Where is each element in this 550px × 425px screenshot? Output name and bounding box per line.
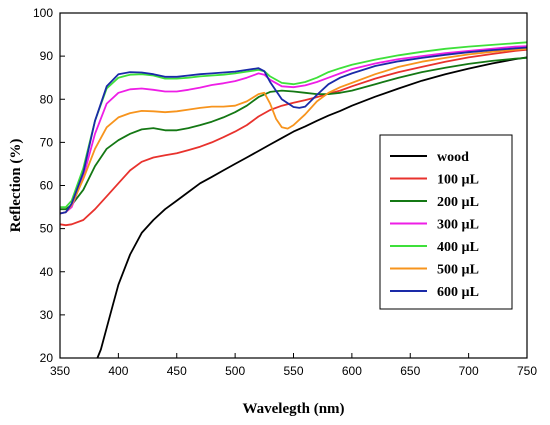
series-line-0 <box>96 56 528 359</box>
x-tick-label: 400 <box>108 364 128 378</box>
y-tick-label: 40 <box>40 265 54 279</box>
y-axis-title: Reflection (%) <box>8 139 24 233</box>
x-tick-label: 650 <box>400 364 420 378</box>
legend-label-4: 400 µL <box>437 240 479 255</box>
x-tick-label: 600 <box>342 364 362 378</box>
legend-label-6: 600 µL <box>437 285 479 300</box>
x-axis-title: Wavelegth (nm) <box>242 401 344 417</box>
legend-label-5: 500 µL <box>437 263 479 278</box>
series-line-1 <box>59 48 528 227</box>
y-tick-label: 70 <box>40 135 54 149</box>
y-tick-label: 60 <box>40 179 54 193</box>
x-tick-label: 450 <box>167 364 187 378</box>
y-tick-label: 50 <box>40 222 54 236</box>
x-tick-label: 550 <box>283 364 303 378</box>
ticks-layer: 350 400 450 500 550 600 650 700 750 20 30 40 50 60 70 8… <box>33 6 537 378</box>
y-tick-label: 20 <box>40 351 54 365</box>
x-tick-label: 500 <box>225 364 245 378</box>
series-layer <box>59 41 528 359</box>
series-line-3 <box>59 45 528 215</box>
legend-label-3: 300 µL <box>437 218 479 233</box>
y-tick-label: 80 <box>40 92 54 106</box>
x-tick-label: 350 <box>50 364 70 378</box>
x-tick-label: 700 <box>459 364 479 378</box>
legend-label-1: 100 µL <box>437 173 479 188</box>
x-tick-label: 750 <box>517 364 537 378</box>
legend-label-2: 200 µL <box>437 195 479 210</box>
y-tick-label: 100 <box>33 6 53 20</box>
series-line-4 <box>60 41 528 208</box>
legend: wood 100 µL 200 µL 300 µL 400 µL 500 µL 600 µL <box>379 134 513 310</box>
legend-box <box>379 134 513 310</box>
y-tick-label: 30 <box>40 308 54 322</box>
series-line-6 <box>59 46 528 215</box>
y-tick-label: 90 <box>40 49 54 63</box>
series-line-2 <box>60 57 528 211</box>
series-line-5 <box>59 47 528 215</box>
legend-label-0: wood <box>437 150 469 165</box>
